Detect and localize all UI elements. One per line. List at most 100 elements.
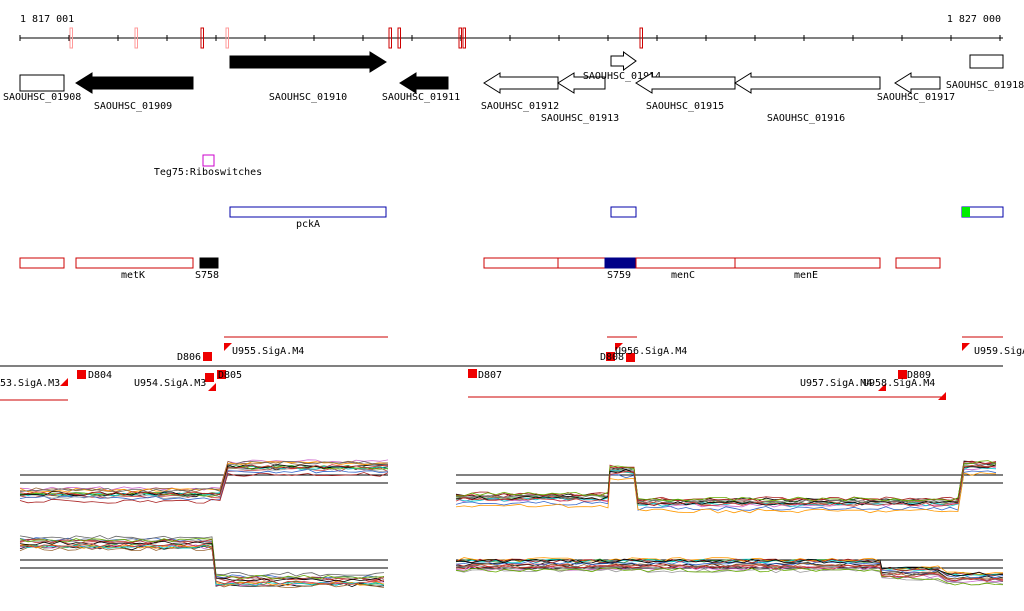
- site-block: [217, 370, 226, 379]
- trace: [19, 535, 385, 577]
- ruler-start: 1 817 001: [20, 14, 74, 25]
- site-label: U955.SigA.M4: [232, 346, 304, 357]
- site-label: D805: [218, 370, 242, 381]
- rfam-box: [202, 154, 215, 167]
- site-block: [203, 352, 212, 361]
- gene-label: SAOUHSC_01917: [877, 92, 955, 103]
- trace: [455, 470, 997, 511]
- trace: [19, 543, 385, 585]
- operon: [229, 206, 387, 218]
- site-block: [77, 370, 86, 379]
- gene-label: SAOUHSC_01916: [767, 113, 845, 124]
- trace: [19, 538, 385, 580]
- trace: [19, 465, 389, 497]
- feature: [604, 257, 637, 269]
- site-label: D804: [88, 370, 112, 381]
- gene: [610, 51, 637, 71]
- trace: [19, 460, 388, 493]
- site-label: U954.SigA.M3: [134, 378, 206, 389]
- gene-label: SAOUHSC_01908: [3, 92, 81, 103]
- trace: [456, 558, 1004, 577]
- feature-label: menE: [794, 270, 818, 281]
- site-flag: [878, 383, 886, 391]
- trace: [19, 540, 385, 583]
- rfam-label: Teg75:Riboswitches: [154, 167, 262, 178]
- site-flag: [224, 343, 232, 351]
- gene: [734, 72, 881, 94]
- trace: [455, 560, 1004, 579]
- gene-label: SAOUHSC_01909: [94, 101, 172, 112]
- trace: [455, 472, 997, 514]
- trace: [19, 545, 385, 588]
- trace: [19, 465, 389, 498]
- site-label: D807: [478, 370, 502, 381]
- gene: [19, 74, 65, 92]
- feature: [483, 257, 559, 269]
- ruler-mark: [388, 27, 392, 49]
- site-flag: [962, 343, 970, 351]
- gene-label: SAOUHSC_01918: [946, 80, 1024, 91]
- site-flag: [208, 383, 216, 391]
- trace: [19, 544, 385, 587]
- feature-label: S758: [195, 270, 219, 281]
- feature: [895, 257, 941, 269]
- operon-label: pckA: [296, 219, 320, 230]
- gene-label: SAOUHSC_01911: [382, 92, 460, 103]
- feature: [557, 257, 606, 269]
- trace: [19, 464, 389, 496]
- ruler-mark: [639, 27, 643, 49]
- gene: [229, 51, 387, 73]
- gene-label: SAOUHSC_01913: [541, 113, 619, 124]
- trace: [455, 465, 997, 507]
- trace: [455, 460, 997, 501]
- ruler-mark: [225, 27, 229, 49]
- site-flag: [615, 343, 623, 351]
- ruler-mark: [69, 27, 73, 49]
- feature-label: S759: [607, 270, 631, 281]
- ruler-mark: [462, 27, 466, 49]
- trace: [19, 472, 389, 504]
- ruler-mark: [458, 27, 462, 49]
- site-label: 53.SigA.M3: [0, 378, 60, 389]
- feature: [75, 257, 194, 269]
- gene: [894, 72, 941, 94]
- site-block: [606, 352, 615, 361]
- ruler-mark: [200, 27, 204, 49]
- gene-label: SAOUHSC_01912: [481, 101, 559, 112]
- ruler-end: 1 827 000: [947, 14, 1001, 25]
- gene: [969, 54, 1004, 69]
- operon: [610, 206, 637, 218]
- site-block: [205, 373, 214, 382]
- gene: [75, 72, 194, 94]
- ruler-mark: [134, 27, 138, 49]
- site-label: D809: [907, 370, 931, 381]
- site-label: U956.SigA.M4: [615, 346, 687, 357]
- site-label: U957.SigA.M4: [800, 378, 872, 389]
- gene: [557, 72, 606, 94]
- gene: [483, 72, 559, 94]
- site-flag: [60, 378, 68, 386]
- operon-start: [962, 207, 970, 217]
- feature: [19, 257, 65, 269]
- feature-label: menC: [671, 270, 695, 281]
- gene-label: SAOUHSC_01914: [583, 71, 661, 82]
- trace: [455, 567, 1004, 586]
- gene: [399, 72, 449, 94]
- trace: [455, 568, 1004, 586]
- gene-label: SAOUHSC_01915: [646, 101, 724, 112]
- site-label: U958.SigA.M4: [863, 378, 935, 389]
- ruler-mark: [397, 27, 401, 49]
- site-flag: [938, 392, 946, 400]
- trace: [19, 537, 385, 580]
- site-block: [468, 369, 477, 378]
- gene: [635, 72, 736, 94]
- site-label: D808: [600, 352, 624, 363]
- feature: [199, 257, 219, 269]
- trace: [455, 564, 1004, 583]
- feature: [734, 257, 881, 269]
- trace: [19, 460, 388, 493]
- trace: [455, 460, 997, 502]
- site-block: [626, 353, 635, 362]
- site-block: [898, 370, 907, 379]
